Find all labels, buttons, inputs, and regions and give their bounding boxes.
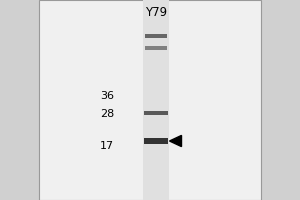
- Text: 36: 36: [100, 91, 114, 101]
- Text: 28: 28: [100, 109, 114, 119]
- Bar: [144, 111, 168, 115]
- Bar: [145, 46, 167, 50]
- Bar: [39, 0, 261, 200]
- Text: Y79: Y79: [145, 6, 167, 19]
- Bar: [145, 34, 167, 38]
- Bar: [144, 138, 168, 144]
- Polygon shape: [169, 135, 181, 147]
- Bar: [143, 0, 169, 200]
- Text: 17: 17: [100, 141, 114, 151]
